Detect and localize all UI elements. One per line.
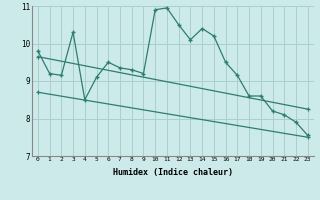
X-axis label: Humidex (Indice chaleur): Humidex (Indice chaleur): [113, 168, 233, 177]
